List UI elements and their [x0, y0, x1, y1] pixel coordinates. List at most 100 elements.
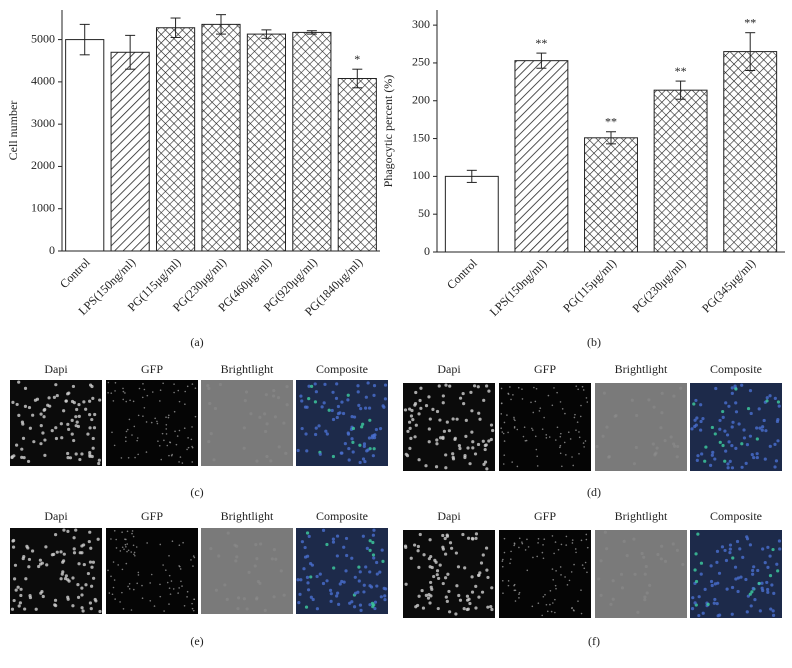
error-bar: [125, 34, 136, 70]
cell: [463, 455, 467, 460]
cell: [728, 547, 732, 551]
cell: [45, 563, 49, 567]
cell: [315, 607, 320, 611]
cell: [470, 575, 474, 579]
cell: [303, 545, 307, 550]
cell: [711, 450, 715, 454]
x-tick-label: PG(230μg/ml): [629, 256, 688, 315]
micrograph: [690, 383, 782, 471]
micrograph: [403, 383, 495, 471]
cell: [736, 576, 740, 580]
cell: [634, 445, 638, 450]
cell: [651, 442, 655, 446]
cell: [165, 423, 168, 426]
cell: [715, 560, 719, 564]
cell: [765, 399, 769, 403]
cell: [114, 381, 117, 384]
cell: [542, 595, 545, 598]
cell: [277, 445, 281, 449]
panel-label: (f): [588, 634, 600, 648]
cell: [660, 411, 664, 415]
cell: [335, 534, 340, 538]
cell: [418, 532, 422, 537]
cell: [437, 576, 441, 581]
error-bar: [745, 32, 756, 71]
cell: [163, 439, 165, 442]
cell: [309, 595, 313, 599]
cell: [578, 431, 580, 433]
cell: [578, 453, 580, 455]
cell: [507, 392, 510, 395]
cell: [212, 458, 216, 462]
cell: [417, 458, 421, 462]
cell: [569, 438, 572, 440]
cell: [20, 420, 25, 424]
cell: [663, 438, 667, 443]
cell: [171, 453, 173, 456]
cell: [128, 588, 131, 590]
cell: [545, 437, 548, 439]
cell: [435, 569, 440, 573]
cell: [532, 556, 534, 559]
panel-label: (d): [587, 485, 601, 499]
cell: [693, 418, 697, 422]
cell: [500, 402, 503, 404]
cell: [186, 448, 188, 451]
cell: [159, 400, 161, 402]
cell: [126, 543, 129, 545]
cell: [718, 418, 722, 423]
cell: [111, 593, 114, 596]
cell: [350, 600, 354, 604]
cell: [62, 528, 66, 532]
cell: [352, 605, 357, 609]
cell: [434, 465, 439, 469]
cell: [347, 458, 351, 462]
bar: [201, 23, 241, 252]
cell: [723, 429, 727, 433]
cell: [537, 602, 540, 605]
cell: [703, 459, 707, 463]
cell: [75, 407, 79, 412]
cell: [521, 388, 523, 390]
cell: [32, 440, 36, 444]
cell: [126, 428, 129, 431]
bar: [337, 77, 377, 252]
cell: [259, 542, 263, 546]
cell: [175, 443, 178, 446]
cell: [724, 401, 728, 405]
cell: [454, 551, 458, 555]
bar: [653, 89, 708, 253]
cell: [500, 413, 503, 415]
cell: [472, 384, 477, 388]
cell: [314, 432, 318, 437]
cell: [731, 556, 735, 560]
cell: [487, 439, 491, 443]
cell: [272, 548, 276, 552]
cell: [433, 558, 437, 562]
cell: [710, 453, 714, 457]
cell: [574, 548, 577, 550]
cell: [723, 459, 727, 463]
cell: [740, 465, 744, 469]
cell: [162, 382, 164, 385]
cell: [153, 605, 156, 607]
cell: [357, 403, 361, 408]
cell: [11, 400, 15, 404]
cell: [90, 454, 94, 459]
cell: [358, 570, 362, 574]
cell: [769, 607, 773, 611]
bar: [246, 33, 287, 252]
cell: [30, 549, 35, 553]
cell: [346, 398, 350, 402]
cell: [282, 593, 286, 597]
cell: [146, 394, 149, 397]
cell: [159, 543, 162, 546]
cell: [730, 425, 734, 429]
cell: [619, 572, 624, 576]
cell: [755, 452, 759, 456]
cell: [419, 406, 423, 410]
cell: [142, 415, 144, 417]
cell: [771, 609, 775, 613]
cell: [417, 565, 421, 569]
cell: [336, 404, 341, 409]
